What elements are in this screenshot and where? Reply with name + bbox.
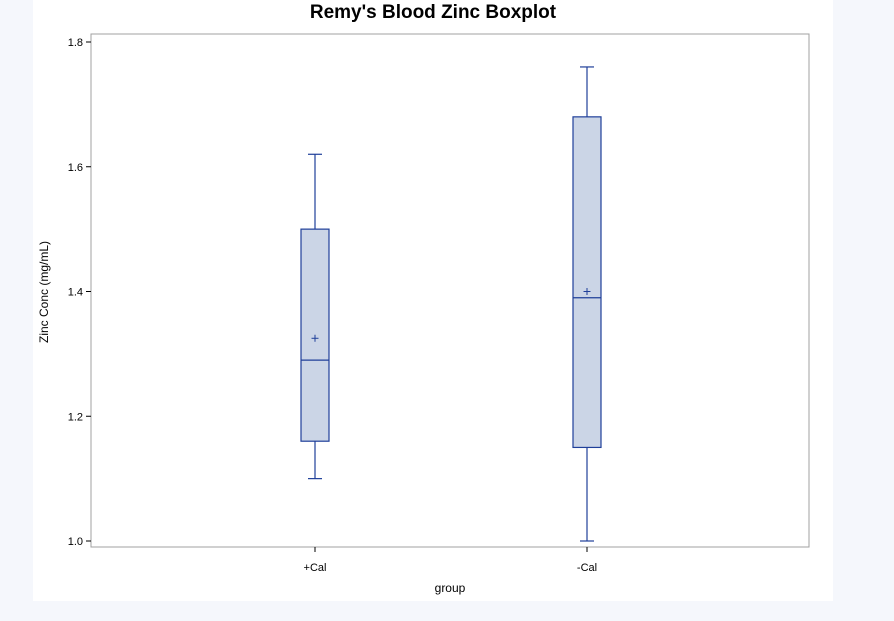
iqr-box [572,116,602,449]
x-tick-label: -Cal [577,562,597,574]
boxplot-chart: Remy's Blood Zinc Boxplot 1.01.21.41.61.… [37,2,810,595]
box-2 [572,66,602,542]
chart-panel: Remy's Blood Zinc Boxplot 1.0 1.2 1.4 1.6 1.… [33,0,833,601]
box-1 [300,153,330,480]
y-axis: 1.0 1.2 1.4 1.6 1.8 [68,37,91,548]
y-tick-label: 1.0 [68,536,83,548]
plot-frame [90,33,810,548]
box-series [300,66,602,542]
y-tick-label: 1.6 [68,162,83,174]
x-axis-title: group [435,581,466,595]
x-tick-label: +Cal [304,562,327,574]
x-axis: +Cal -Cal [304,547,597,574]
y-tick-label: 1.8 [68,37,83,49]
y-tick-label: 1.4 [68,287,83,299]
y-axis-title: Zinc Conc (mg/mL) [37,241,51,343]
y-tick-label: 1.2 [68,411,83,423]
chart-title: Remy's Blood Zinc Boxplot [310,2,557,23]
